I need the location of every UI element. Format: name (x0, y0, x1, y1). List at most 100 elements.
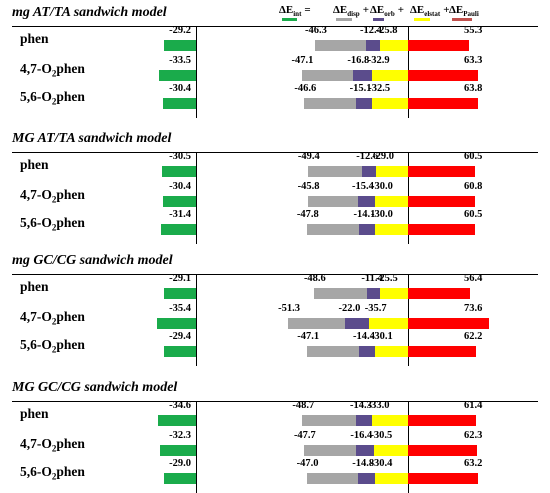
legend-subscript: Pauli (463, 10, 479, 19)
label-elstat: -29.0 (372, 151, 394, 162)
bar-orb (358, 196, 375, 207)
bar-int (159, 70, 196, 81)
label-int: -33.5 (169, 55, 191, 66)
legend-operator: + (397, 4, 405, 16)
label-int: -34.6 (169, 400, 191, 411)
label-elstat: -32.9 (367, 55, 390, 66)
row-label-text: phen (20, 279, 49, 294)
label-elstat: -30.4 (370, 458, 393, 469)
bar-orb (344, 318, 369, 329)
label-pauli: 63.8 (464, 83, 483, 94)
bar-elstat (371, 415, 408, 426)
label-pauli: 63.3 (464, 55, 483, 66)
label-disp: -47.0 (296, 458, 319, 469)
legend-symbol: ΔE (410, 4, 425, 16)
bar-disp (313, 288, 368, 299)
row-label: phen (20, 406, 49, 422)
bar-pauli (408, 40, 469, 51)
row-label-subscript: 2 (51, 68, 57, 79)
bar-elstat (379, 40, 408, 51)
row-label-subscript: 2 (51, 471, 57, 482)
row-label: 5,6-O2phen (20, 337, 85, 355)
label-orb: -15.1 (349, 83, 372, 94)
label-disp: -47.1 (297, 331, 320, 342)
interaction-axis (196, 26, 197, 118)
bar-disp (301, 70, 354, 81)
row-label-suffix: phen (56, 436, 85, 451)
label-int: -29.4 (169, 331, 191, 342)
row-label-prefix: 4,7-O (20, 436, 52, 451)
bar-elstat (374, 473, 408, 484)
label-pauli: 55.3 (464, 25, 483, 36)
legend-subscript: orb (384, 10, 395, 19)
legend-symbol: ΔE (449, 4, 464, 16)
bar-pauli (408, 288, 471, 299)
row-label-suffix: phen (56, 215, 85, 230)
row-label-prefix: 5,6-O (20, 464, 52, 479)
label-pauli: 73.6 (464, 303, 483, 314)
row-label: 4,7-O2phen (20, 309, 85, 327)
label-disp: -47.1 (291, 55, 314, 66)
row-label-subscript: 2 (51, 194, 57, 205)
label-elstat: -25.5 (375, 273, 398, 284)
row-label-prefix: 5,6-O (20, 89, 52, 104)
bar-elstat (372, 98, 408, 109)
bar-elstat (374, 445, 408, 456)
bar-elstat (376, 166, 408, 177)
bar-int (163, 346, 196, 357)
label-pauli: 61.4 (464, 400, 483, 411)
label-int: -30.4 (169, 83, 191, 94)
label-orb: -16.4 (350, 430, 373, 441)
label-int: -30.5 (169, 151, 191, 162)
bar-orb (359, 346, 375, 357)
row-label: 5,6-O2phen (20, 89, 85, 107)
legend-symbol: ΔE (279, 4, 294, 16)
label-orb: -16.8 (347, 55, 370, 66)
row-label-subscript: 2 (51, 96, 57, 107)
label-int: -35.4 (169, 303, 191, 314)
label-pauli: 56.4 (464, 273, 483, 284)
bar-elstat (368, 318, 408, 329)
bar-disp (307, 196, 359, 207)
row-label-subscript: 2 (51, 344, 57, 355)
bar-disp (315, 40, 366, 51)
legend-item-pauli: ΔEPauli (449, 4, 479, 18)
label-disp: -48.7 (292, 400, 315, 411)
label-elstat: -30.0 (371, 209, 393, 220)
label-elstat: -32.5 (368, 83, 391, 94)
legend-swatch-orb (373, 18, 384, 21)
label-disp: -48.6 (303, 273, 326, 284)
bar-orb (367, 288, 380, 299)
legend-symbol: ΔE (333, 4, 348, 16)
row-label-suffix: phen (56, 187, 85, 202)
row-label: phen (20, 279, 49, 295)
bar-orb (358, 473, 375, 484)
label-int: -29.1 (169, 273, 191, 284)
bar-pauli (408, 445, 477, 456)
bar-disp (302, 415, 356, 426)
bar-disp (307, 346, 360, 357)
bar-int (162, 166, 196, 177)
label-orb: -15.4 (352, 181, 374, 192)
bar-int (163, 40, 196, 51)
label-int: -29.2 (169, 25, 191, 36)
legend-item-disp: ΔEdisp + (333, 4, 369, 18)
legend-swatch-pauli (452, 18, 472, 21)
bar-orb (362, 166, 377, 177)
label-pauli: 60.8 (464, 181, 483, 192)
row-label-prefix: 4,7-O (20, 309, 52, 324)
legend-swatch-elstat (414, 18, 430, 21)
bar-elstat (375, 196, 408, 207)
bar-elstat (379, 288, 408, 299)
legend-subscript: elstat (424, 10, 441, 19)
bar-elstat (371, 70, 408, 81)
legend-item-elstat: ΔEelstat + (410, 4, 449, 18)
label-disp: -51.3 (278, 303, 300, 314)
legend-operator: + (443, 4, 450, 16)
bar-orb (365, 40, 380, 51)
label-pauli: 62.3 (464, 430, 483, 441)
panel-baseline (12, 26, 538, 27)
label-orb: -14.3 (349, 400, 372, 411)
label-elstat: -30.1 (370, 331, 393, 342)
